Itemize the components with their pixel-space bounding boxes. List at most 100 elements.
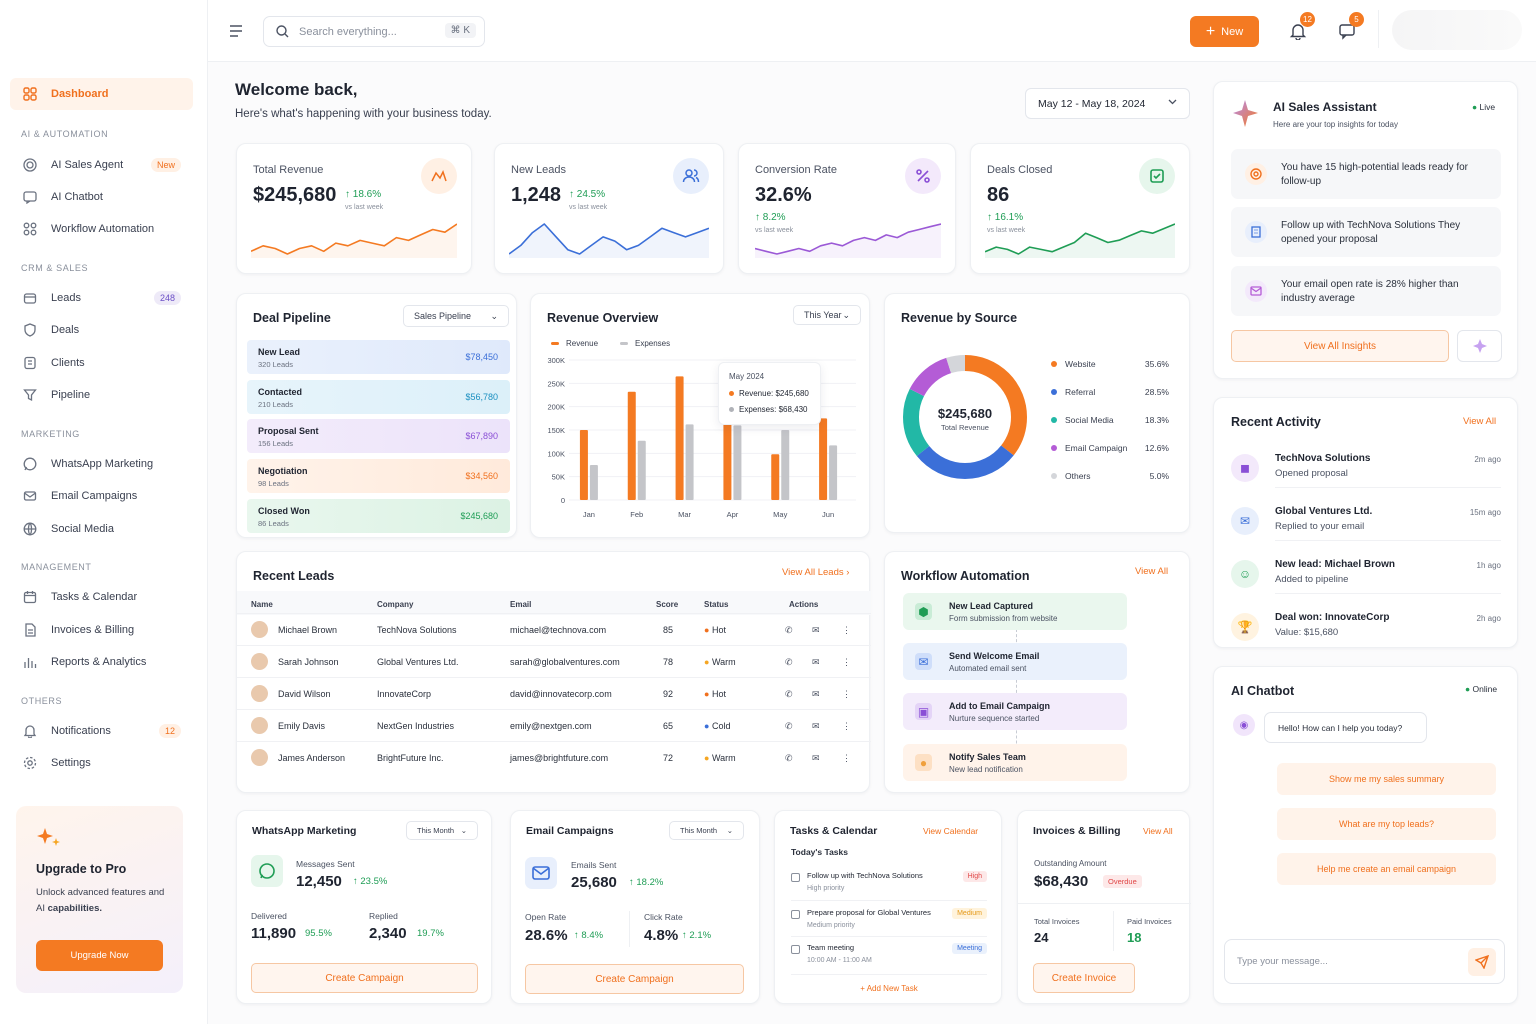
sidebar-item-tasks[interactable]: Tasks & Calendar [10, 581, 193, 613]
sidebar-item-workflow[interactable]: Workflow Automation [10, 213, 193, 245]
phone-icon[interactable]: ✆ [785, 753, 793, 763]
activity-item[interactable]: ☺ New lead: Michael Brown Added to pipelin… [1231, 556, 1501, 606]
activity-item[interactable]: ◼ TechNova Solutions Opened proposal 2m ago [1231, 450, 1501, 500]
sidebar-item-email-campaigns[interactable]: Email Campaigns [10, 480, 193, 512]
activity-view-all-link[interactable]: View All [1463, 416, 1497, 427]
upgrade-now-button[interactable]: Upgrade Now [36, 940, 163, 971]
step-sub: Form submission from website [949, 614, 1058, 623]
stat-delta: ↑ 18.6% [345, 189, 382, 200]
bell-icon [22, 723, 38, 739]
view-all-insights-button[interactable]: View All Insights [1231, 330, 1449, 362]
sidebar-item-dashboard[interactable]: Dashboard [10, 78, 193, 110]
chat-input[interactable]: Type your message... [1224, 939, 1505, 984]
send-icon[interactable] [1468, 948, 1496, 976]
sidebar-item-social-media[interactable]: Social Media [10, 513, 193, 545]
lead-name: Michael Brown [278, 625, 338, 635]
sidebar-item-ai-chatbot[interactable]: AI Chatbot [10, 181, 193, 213]
suggestion-chip[interactable]: Help me create an email campaign [1277, 853, 1496, 885]
message-icon[interactable] [1338, 22, 1356, 40]
stage-contacted[interactable]: Contacted 210 Leads $56,780 [247, 380, 510, 414]
cube-icon: ⬢ [915, 603, 932, 620]
workflow-step[interactable]: ▣ Add to Email Campaign Nurture sequence s… [903, 693, 1127, 730]
period-dropdown[interactable]: This Month ⌄ [669, 821, 744, 840]
task-checkbox[interactable] [791, 873, 800, 882]
mail-icon[interactable]: ✉ [812, 689, 820, 699]
mail-icon[interactable]: ✉ [812, 657, 820, 667]
table-row[interactable]: Michael Brown TechNova Solutions michael… [237, 613, 871, 645]
stat-value: 1,248 [511, 184, 562, 206]
suggestion-chip[interactable]: What are my top leads? [1277, 808, 1496, 840]
create-campaign-button[interactable]: Create Campaign [525, 964, 744, 994]
sidebar-item-pipeline[interactable]: Pipeline [10, 379, 193, 411]
table-row[interactable]: Emily Davis NextGen Industries emily@nex… [237, 709, 871, 741]
phone-icon[interactable]: ✆ [785, 721, 793, 731]
menu-icon[interactable] [229, 25, 243, 37]
stage-new-lead[interactable]: New Lead 320 Leads $78,450 [247, 340, 510, 374]
task-checkbox[interactable] [791, 910, 800, 919]
more-icon[interactable]: ⋮ [842, 689, 851, 699]
workflow-step[interactable]: ● Notify Sales Team New lead notification [903, 744, 1127, 781]
mail-icon[interactable]: ✉ [812, 625, 820, 635]
activity-item[interactable]: 🏆 Deal won: InnovateCorp Value: $15,680 2h … [1231, 609, 1501, 659]
more-icon[interactable]: ⋮ [842, 753, 851, 763]
user-profile[interactable] [1392, 10, 1522, 50]
view-calendar-link[interactable]: View Calendar [923, 826, 979, 836]
suggestion-chip[interactable]: Show me my sales summary [1277, 763, 1496, 795]
table-row[interactable]: James Anderson BrightFuture Inc. james@b… [237, 741, 871, 773]
workflow-step[interactable]: ✉ Send Welcome Email Automated email sent [903, 643, 1127, 680]
phone-icon[interactable]: ✆ [785, 689, 793, 699]
notification-bell-icon[interactable] [1289, 22, 1307, 40]
divider [1275, 593, 1501, 594]
invoices-view-all-link[interactable]: View All [1143, 826, 1173, 836]
search-bar[interactable]: Search everything... ⌘ K [263, 16, 485, 47]
sidebar-item-clients[interactable]: Clients [10, 347, 193, 379]
sidebar-item-reports[interactable]: Reports & Analytics [10, 646, 193, 678]
search-input[interactable]: Search everything... [299, 25, 397, 38]
ai-sparkle-button[interactable] [1457, 330, 1502, 362]
more-icon[interactable]: ⋮ [842, 657, 851, 667]
sidebar-item-deals[interactable]: Deals [10, 314, 193, 346]
legend-pct: 28.5% [1144, 387, 1169, 397]
sidebar-item-ai-sales-agent[interactable]: AI Sales Agent New [10, 149, 193, 181]
stat-delta: ↑ 2.1% [682, 930, 712, 941]
stage-negotiation[interactable]: Negotiation 98 Leads $34,560 [247, 459, 510, 493]
col-header-company: Company [377, 600, 414, 609]
pipeline-dropdown[interactable]: Sales Pipeline ⌄ [403, 305, 509, 327]
workflow-step[interactable]: ⬢ New Lead Captured Form submission from w… [903, 593, 1127, 630]
phone-icon[interactable]: ✆ [785, 657, 793, 667]
insight-item[interactable]: Follow up with TechNova Solutions They o… [1231, 207, 1501, 257]
add-task-link[interactable]: + Add New Task [860, 984, 918, 993]
y-tick-label: 150K [547, 426, 565, 435]
chevron-down-icon [1168, 99, 1177, 105]
sidebar-item-settings[interactable]: Settings [10, 747, 193, 779]
view-all-leads-link[interactable]: View All Leads › [782, 567, 850, 578]
create-invoice-button[interactable]: Create Invoice [1033, 963, 1135, 993]
activity-item[interactable]: ✉ Global Ventures Ltd. Replied to your ema… [1231, 503, 1501, 553]
tooltip-expenses: Expenses: $68,430 [729, 405, 808, 414]
create-campaign-button[interactable]: Create Campaign [251, 963, 478, 993]
stage-proposal-sent[interactable]: Proposal Sent 156 Leads $67,890 [247, 419, 510, 453]
insight-item[interactable]: Your email open rate is 28% higher than … [1231, 266, 1501, 316]
more-icon[interactable]: ⋮ [842, 625, 851, 635]
mail-icon[interactable]: ✉ [812, 753, 820, 763]
workflow-view-all-link[interactable]: View All [1135, 566, 1169, 577]
insight-item[interactable]: You have 15 high-potential leads ready f… [1231, 149, 1501, 199]
sidebar-item-invoices[interactable]: Invoices & Billing [10, 614, 193, 646]
more-icon[interactable]: ⋮ [842, 721, 851, 731]
phone-icon[interactable]: ✆ [785, 625, 793, 635]
mail-icon[interactable]: ✉ [812, 721, 820, 731]
new-button[interactable]: + New [1190, 16, 1259, 47]
period-dropdown[interactable]: This Year ⌄ [793, 305, 861, 325]
sidebar-item-notifications[interactable]: Notifications 12 [10, 715, 193, 747]
table-row[interactable]: Sarah Johnson Global Ventures Ltd. sarah… [237, 645, 871, 677]
task-checkbox[interactable] [791, 945, 800, 954]
date-range-picker[interactable]: May 12 - May 18, 2024 [1025, 88, 1190, 119]
stage-closed-won[interactable]: Closed Won 86 Leads $245,680 [247, 499, 510, 533]
table-row[interactable]: David Wilson InnovateCorp david@innovate… [237, 677, 871, 709]
period-dropdown[interactable]: This Month ⌄ [406, 821, 478, 840]
dropdown-value: This Month [680, 826, 718, 835]
recent-activity-card: Recent Activity View All ◼ TechNova Solut… [1213, 397, 1518, 648]
sidebar-item-whatsapp[interactable]: WhatsApp Marketing [10, 448, 193, 480]
workflow-icon [22, 221, 38, 237]
sidebar-item-leads[interactable]: Leads 248 [10, 282, 193, 314]
